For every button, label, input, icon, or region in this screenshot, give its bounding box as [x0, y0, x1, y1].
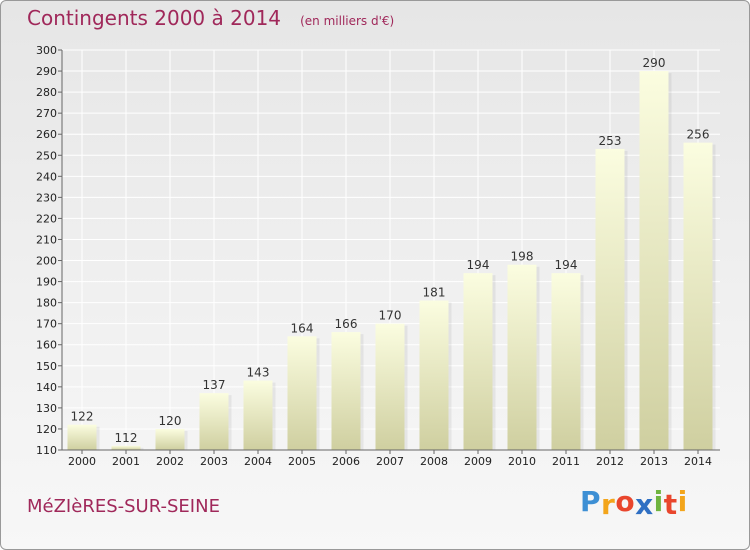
logo-letter: x [635, 488, 654, 521]
logo-letter: t [663, 488, 678, 521]
bar-2007 [375, 323, 405, 450]
x-tick-label-2000: 2000 [68, 455, 96, 468]
y-tick-label-210: 210 [36, 233, 57, 246]
bar-2010 [507, 264, 537, 450]
data-label-2000: 122 [71, 410, 94, 424]
y-tick-label-140: 140 [36, 381, 57, 394]
x-tick-label-2012: 2012 [596, 455, 624, 468]
y-tick-label-290: 290 [36, 65, 57, 78]
y-tick-label-180: 180 [36, 297, 57, 310]
x-tick-label-2009: 2009 [464, 455, 492, 468]
logo-letter: P [580, 485, 602, 518]
x-tick-label-2011: 2011 [552, 455, 580, 468]
y-tick-label-250: 250 [36, 149, 57, 162]
y-tick-label-110: 110 [36, 444, 57, 457]
x-tick-label-2014: 2014 [684, 455, 712, 468]
data-label-2011: 194 [555, 258, 578, 272]
bar-2006 [331, 332, 361, 450]
logo-letter: i [677, 485, 688, 518]
bar-2000 [67, 424, 97, 450]
x-tick-label-2008: 2008 [420, 455, 448, 468]
data-label-2006: 166 [335, 317, 358, 331]
proxiti-logo[interactable]: Proxiti [580, 485, 688, 521]
data-label-2010: 198 [511, 250, 534, 264]
bar-2011 [551, 273, 581, 450]
title-line: Contingents 2000 à 2014 (en milliers d'€… [27, 6, 394, 30]
y-tick-label-190: 190 [36, 276, 57, 289]
data-label-2008: 181 [423, 286, 446, 300]
y-tick-label-230: 230 [36, 191, 57, 204]
x-tick-label-2013: 2013 [640, 455, 668, 468]
data-label-2002: 120 [159, 414, 182, 428]
chart-subtitle: (en milliers d'€) [300, 14, 395, 28]
x-tick-label-2002: 2002 [156, 455, 184, 468]
bar-2009 [463, 273, 493, 450]
y-tick-label-240: 240 [36, 170, 57, 183]
bar-2012 [595, 148, 625, 450]
y-tick-label-150: 150 [36, 360, 57, 373]
x-tick-label-2006: 2006 [332, 455, 360, 468]
x-tick-label-2005: 2005 [288, 455, 316, 468]
data-label-2013: 290 [643, 56, 666, 70]
x-tick-label-2001: 2001 [112, 455, 140, 468]
x-tick-label-2004: 2004 [244, 455, 272, 468]
bar-2001 [111, 445, 141, 450]
y-tick-label-270: 270 [36, 107, 57, 120]
bar-2005 [287, 336, 317, 450]
y-tick-label-300: 300 [36, 44, 57, 57]
y-tick-label-280: 280 [36, 86, 57, 99]
y-tick-label-170: 170 [36, 318, 57, 331]
commune-name: MéZIèRES-SUR-SEINE [27, 496, 220, 517]
chart-title: Contingents 2000 à 2014 [27, 6, 282, 30]
logo-letter: o [615, 485, 636, 518]
data-label-2001: 112 [115, 431, 138, 445]
y-tick-label-260: 260 [36, 128, 57, 141]
y-tick-label-160: 160 [36, 339, 57, 352]
bar-2003 [199, 393, 229, 450]
data-label-2014: 256 [687, 128, 710, 142]
y-tick-label-220: 220 [36, 212, 57, 225]
data-label-2005: 164 [291, 321, 314, 335]
data-label-2004: 143 [247, 366, 270, 380]
bar-2004 [243, 380, 273, 450]
bar-2008 [419, 300, 449, 450]
y-tick-label-120: 120 [36, 423, 57, 436]
logo-letter: r [601, 488, 616, 521]
data-label-2007: 170 [379, 309, 402, 323]
x-tick-label-2010: 2010 [508, 455, 536, 468]
data-label-2012: 253 [599, 134, 622, 148]
x-tick-label-2003: 2003 [200, 455, 228, 468]
bar-2014 [683, 142, 713, 450]
x-tick-label-2007: 2007 [376, 455, 404, 468]
y-tick-label-130: 130 [36, 402, 57, 415]
y-tick-label-200: 200 [36, 255, 57, 268]
bar-2002 [155, 428, 185, 450]
bar-2013 [639, 71, 669, 450]
data-label-2003: 137 [203, 378, 226, 392]
data-label-2009: 194 [467, 258, 490, 272]
logo-letter: i [653, 485, 664, 518]
